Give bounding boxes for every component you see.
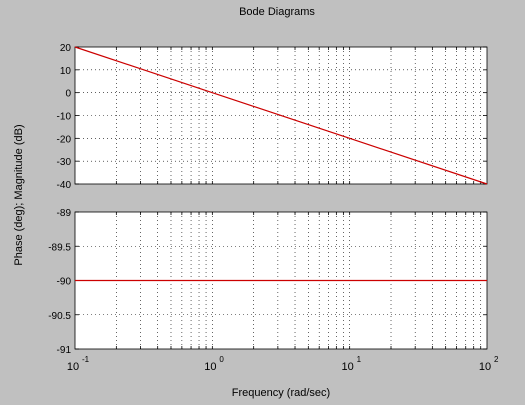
y-tick-label: -89.5 [48,242,71,253]
magnitude-line [74,46,488,185]
x-tick-exponent: 2 [494,355,499,364]
x-tick-label: 10 [67,361,79,373]
y-tick-label: 10 [60,66,72,77]
x-axis-label: Frequency (rad/sec) [232,387,330,399]
y-axis-label: Phase (deg); Magnitude (dB) [13,124,25,265]
x-tick-label: 10 [479,361,491,373]
y-tick-label: 20 [60,43,72,54]
x-tick-exponent: 1 [357,355,362,364]
chart-title: Bode Diagrams [239,6,315,18]
y-tick-label: -90 [57,277,72,288]
phase-panel: -89 -89.5 -90 -90.5 -91 [48,208,488,356]
y-tick-label: -20 [57,134,72,145]
magnitude-axes-box [74,46,488,185]
y-tick-label: -89 [57,208,72,219]
x-tick-label: 10 [204,361,216,373]
y-tick-label: -30 [57,157,72,168]
y-tick-label: -91 [57,345,72,356]
x-tick-exponent: -1 [82,355,90,364]
x-tick-exponent: 0 [219,355,224,364]
y-tick-label: -10 [57,112,72,123]
y-tick-label: -40 [57,180,72,191]
magnitude-panel: 20 10 0 -10 -20 -30 -40 [57,43,488,191]
y-tick-label: 0 [65,89,71,100]
x-tick-label: 10 [342,361,354,373]
y-tick-label: -90.5 [48,311,71,322]
